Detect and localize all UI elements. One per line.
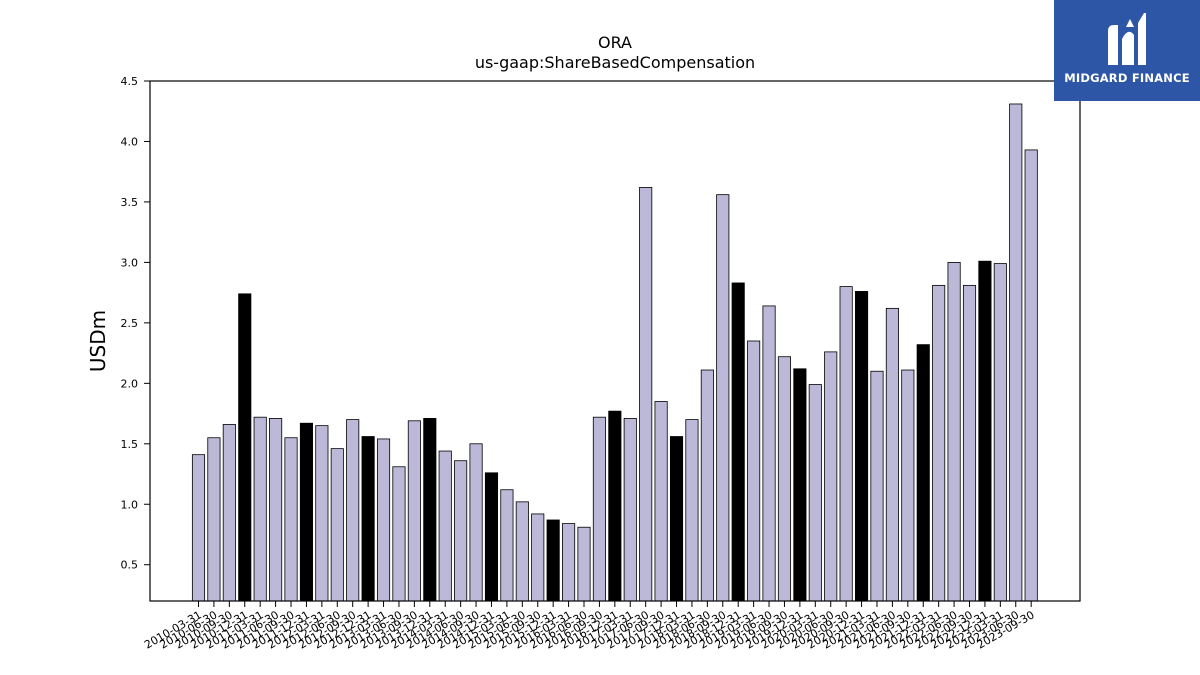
bar-2015-03-31: [500, 489, 514, 602]
bar-2018-03-31: [685, 419, 699, 602]
bar-2023-06-30: [1009, 103, 1023, 602]
bar-2012-06-30: [330, 448, 344, 602]
bar-2019-09-30: [777, 356, 792, 602]
bar-2012-12-31: [361, 436, 375, 602]
brand-name: MIDGARD FINANCE: [1064, 71, 1190, 85]
bar-2016-06-30: [577, 526, 591, 602]
bar-2019-06-30: [762, 305, 776, 602]
y-tick-label: 4.5: [121, 75, 139, 88]
bar-2013-06-30: [392, 466, 406, 602]
bar-2019-12-31: [793, 368, 807, 602]
bar-2016-03-31: [562, 523, 576, 602]
bar-2018-12-31: [731, 282, 745, 602]
bar-2010-03-31: [191, 454, 206, 602]
bar-2020-06-30: [824, 351, 838, 602]
bar-2013-12-31: [423, 417, 437, 602]
bar-2017-06-30: [639, 187, 653, 602]
bar-2014-12-31: [484, 472, 499, 602]
bar-2018-09-30: [716, 194, 730, 602]
bar-2016-09-30: [592, 416, 606, 602]
bar-2020-09-30: [839, 286, 853, 602]
bar-2011-09-30: [284, 437, 298, 602]
y-tick-label: 1.5: [121, 438, 139, 451]
y-axis-label: USDm: [86, 310, 110, 372]
y-tick-label: 3.5: [121, 196, 139, 209]
bar-2023-03-31: [993, 263, 1007, 602]
bar-2011-03-31: [253, 416, 267, 602]
bar-2021-09-30: [901, 369, 915, 602]
bar-2015-06-30: [515, 501, 529, 602]
bar-2011-06-30: [269, 417, 283, 602]
y-tick-label: 2.0: [121, 377, 139, 390]
y-tick-label: 1.0: [121, 498, 139, 511]
y-tick-label: 0.5: [121, 559, 139, 572]
bar-2022-09-30: [962, 284, 977, 602]
bar-2023-09-30: [1024, 149, 1038, 602]
bar-2012-03-31: [315, 425, 329, 602]
bar-2013-09-30: [407, 420, 421, 602]
bar-2020-03-31: [808, 384, 822, 602]
bar-2016-12-31: [608, 410, 622, 602]
bar-2010-06-30: [207, 437, 221, 602]
plot-frame: [149, 80, 1081, 602]
bar-2012-09-30: [346, 419, 360, 602]
bar-2017-12-31: [669, 436, 684, 602]
bar-2022-03-31: [932, 284, 946, 602]
midgard-logo-icon: [1108, 13, 1146, 65]
bar-2021-03-31: [870, 370, 884, 602]
bar-2018-06-30: [700, 369, 714, 602]
bar-2013-03-31: [376, 438, 391, 602]
bar-2017-09-30: [654, 401, 668, 602]
bar-2011-12-31: [299, 422, 313, 602]
bar-2015-09-30: [531, 513, 545, 602]
y-tick-label: 4.0: [121, 135, 139, 148]
bar-2014-09-30: [469, 443, 483, 602]
brand-logo-box: MIDGARD FINANCE: [1054, 0, 1200, 101]
bar-2015-12-31: [546, 519, 560, 602]
bar-2010-09-30: [222, 424, 236, 602]
y-tick-label: 3.0: [121, 256, 139, 269]
chart-title: ORA: [598, 33, 632, 52]
bar-2021-12-31: [916, 344, 930, 602]
bar-2017-03-31: [623, 417, 637, 602]
chart-subtitle: us-gaap:ShareBasedCompensation: [475, 53, 755, 72]
bar-2020-12-31: [855, 291, 869, 602]
bar-2021-06-30: [885, 307, 899, 602]
bar-2014-03-31: [438, 450, 452, 602]
bar-2019-03-31: [747, 340, 761, 602]
bar-2022-12-31: [978, 260, 992, 602]
bar-2014-06-30: [454, 460, 468, 602]
bar-2010-12-31: [238, 293, 252, 602]
y-tick-label: 2.5: [121, 317, 139, 330]
bar-2022-06-30: [947, 261, 961, 602]
